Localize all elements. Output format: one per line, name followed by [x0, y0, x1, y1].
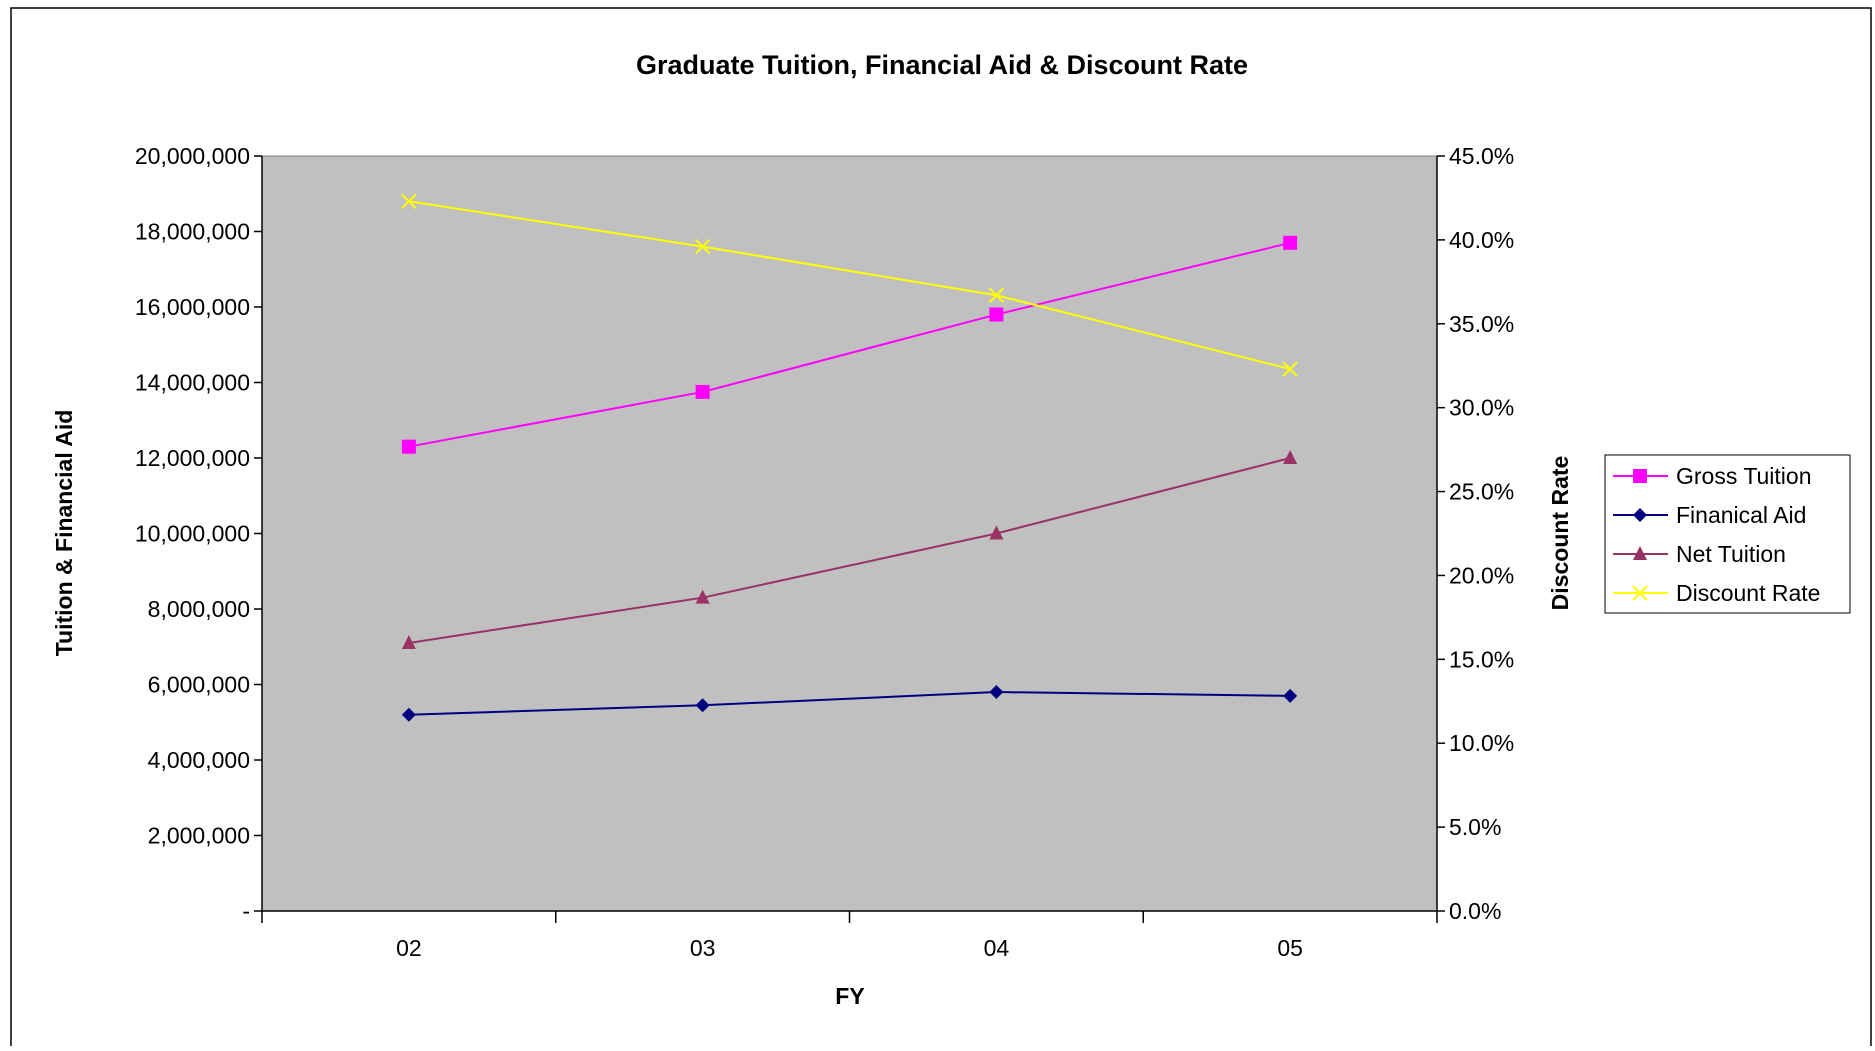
series-line — [408, 691, 1291, 716]
y2-tick-label: 25.0% — [1449, 479, 1514, 505]
y2-tick-label: 45.0% — [1449, 143, 1514, 169]
y2-tick-label: 10.0% — [1449, 730, 1514, 756]
legend-label: Net Tuition — [1676, 541, 1786, 567]
series-line — [408, 200, 1291, 371]
y-axis-label: Tuition & Financial Aid — [51, 410, 77, 657]
y-tick-label: 12,000,000 — [135, 445, 250, 471]
legend-label: Discount Rate — [1676, 580, 1820, 606]
data-point — [695, 698, 710, 713]
data-point — [989, 307, 1004, 322]
series-line — [408, 457, 1291, 644]
series-layer — [401, 193, 1298, 722]
y-tick-label: 14,000,000 — [135, 370, 250, 396]
data-point — [401, 634, 416, 649]
legend-label: Finanical Aid — [1676, 502, 1806, 528]
x-tick-label: 02 — [396, 935, 422, 961]
legend-item-net-tuition: Net Tuition — [1613, 541, 1786, 567]
y2-tick-label: 40.0% — [1449, 227, 1514, 253]
y-tick-label: 8,000,000 — [148, 596, 250, 622]
y-tick-label: 18,000,000 — [135, 219, 250, 245]
data-point — [695, 384, 710, 399]
legend-label: Gross Tuition — [1676, 463, 1812, 489]
x-tick-label: 04 — [984, 935, 1010, 961]
y2-tick-label: 20.0% — [1449, 562, 1514, 588]
chart-title: Graduate Tuition, Financial Aid & Discou… — [636, 50, 1248, 80]
y-tick-label: 10,000,000 — [135, 521, 250, 547]
legend-marker — [1633, 508, 1647, 522]
series-discount-rate — [401, 193, 1298, 377]
data-point — [401, 439, 416, 454]
y-tick-label: - — [242, 898, 250, 924]
series-gross-tuition — [401, 235, 1298, 454]
legend: Gross Tuition Finanical Aid Net Tuition Dis… — [1604, 454, 1851, 614]
data-point — [694, 238, 711, 255]
x-tick-label: 03 — [690, 935, 716, 961]
series-net-tuition — [401, 450, 1298, 649]
y-tick-label: 16,000,000 — [135, 294, 250, 320]
data-point — [1283, 688, 1298, 703]
data-point — [988, 287, 1005, 303]
data-point — [401, 193, 417, 210]
y2-tick-label: 15.0% — [1449, 646, 1514, 672]
y2-tick-label: 30.0% — [1449, 395, 1514, 421]
legend-marker — [1633, 546, 1647, 560]
data-point — [1283, 450, 1298, 464]
legend-marker — [1633, 469, 1647, 483]
x-tick-label: 05 — [1277, 935, 1303, 961]
y2-axis-label: Discount Rate — [1547, 456, 1573, 611]
legend-items: Gross Tuition Finanical Aid Net Tuition Dis… — [1613, 463, 1820, 606]
y2-tick-label: 0.0% — [1449, 898, 1501, 924]
data-point — [695, 589, 710, 604]
y-tick-label: 20,000,000 — [135, 143, 250, 169]
series-line — [408, 241, 1291, 448]
series-finanical-aid — [401, 685, 1298, 722]
y-tick-label: 4,000,000 — [148, 747, 250, 773]
data-point — [989, 525, 1004, 540]
y-tick-label: 6,000,000 — [148, 672, 250, 698]
legend-item-discount-rate: Discount Rate — [1613, 580, 1820, 606]
legend-item-finanical-aid: Finanical Aid — [1613, 502, 1806, 528]
plot-area — [261, 155, 1438, 912]
data-point — [1282, 361, 1298, 377]
data-point — [401, 707, 416, 722]
data-point — [1283, 235, 1298, 250]
y-tick-label: 2,000,000 — [148, 823, 250, 849]
y2-tick-label: 5.0% — [1449, 814, 1501, 840]
legend-item-gross-tuition: Gross Tuition — [1613, 463, 1812, 489]
x-axis-label: FY — [835, 983, 864, 1009]
y2-tick-label: 35.0% — [1449, 311, 1514, 337]
legend-marker — [1632, 585, 1648, 601]
axes-layer: - 2,000,000 4,000,000 6,000,000 8,000,000 10,… — [135, 143, 1514, 961]
data-point — [989, 685, 1004, 700]
